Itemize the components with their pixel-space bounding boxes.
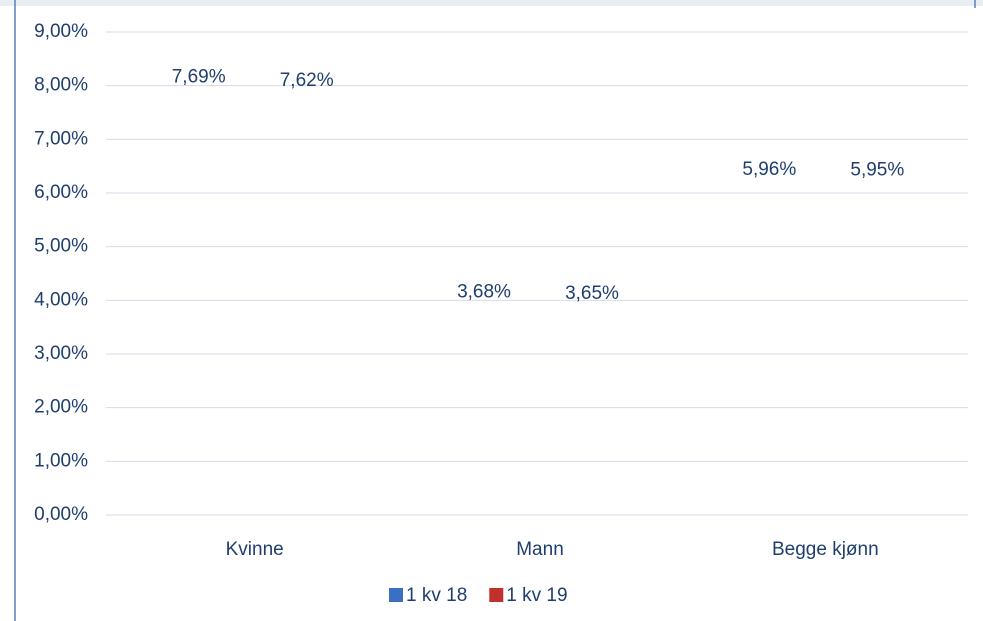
data-label: 3,65%: [565, 283, 619, 304]
legend-label: 1 kv 19: [506, 585, 567, 606]
y-tick-label: 4,00%: [34, 289, 88, 310]
data-label: 5,96%: [742, 159, 796, 180]
legend-label: 1 kv 18: [406, 585, 467, 606]
legend-swatch: [489, 588, 504, 602]
y-tick-label: 8,00%: [34, 75, 88, 96]
y-tick-label: 3,00%: [34, 343, 88, 364]
x-tick-label: Kvinne: [226, 539, 284, 560]
data-label: 5,95%: [850, 160, 904, 181]
top-strip: [0, 0, 983, 6]
data-label: 7,69%: [172, 66, 226, 87]
y-tick-label: 9,00%: [34, 21, 88, 42]
y-tick-label: 5,00%: [34, 236, 88, 257]
data-label: 3,68%: [457, 282, 511, 303]
y-tick-label: 1,00%: [34, 450, 88, 471]
y-tick-label: 6,00%: [34, 182, 88, 203]
data-label: 7,62%: [280, 70, 334, 91]
y-tick-label: 7,00%: [34, 128, 88, 149]
y-tick-label: 0,00%: [34, 504, 88, 525]
y-tick-label: 2,00%: [34, 397, 88, 418]
x-tick-label: Mann: [516, 539, 564, 560]
legend-swatch: [389, 588, 403, 602]
x-tick-label: Begge kjønn: [772, 539, 879, 560]
